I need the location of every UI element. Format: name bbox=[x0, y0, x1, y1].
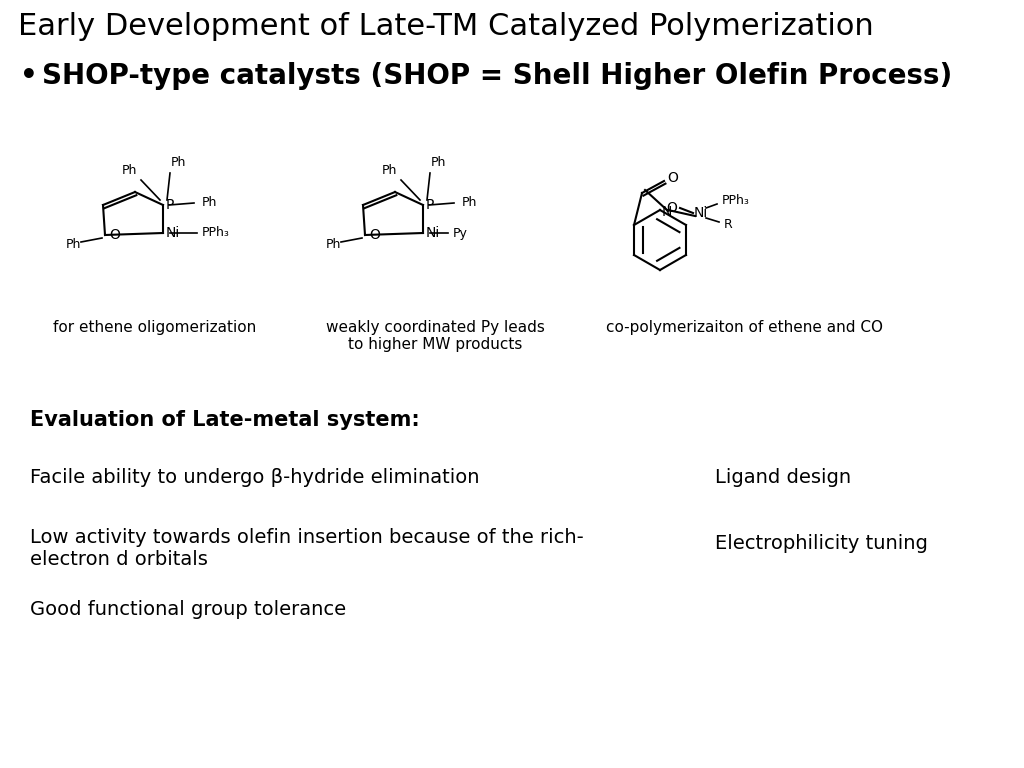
Text: Ni: Ni bbox=[426, 226, 440, 240]
Text: Facile ability to undergo β-hydride elimination: Facile ability to undergo β-hydride elim… bbox=[30, 468, 479, 487]
Text: Ph: Ph bbox=[66, 239, 81, 251]
Text: Early Development of Late-TM Catalyzed Polymerization: Early Development of Late-TM Catalyzed P… bbox=[18, 12, 873, 41]
Text: O: O bbox=[667, 201, 678, 215]
Text: O: O bbox=[667, 171, 678, 185]
Text: for ethene oligomerization: for ethene oligomerization bbox=[53, 320, 257, 335]
Text: Py: Py bbox=[453, 227, 468, 240]
Text: PPh₃: PPh₃ bbox=[722, 194, 750, 207]
Text: R: R bbox=[724, 219, 733, 231]
Text: Ni: Ni bbox=[694, 206, 709, 220]
Text: co-polymerizaiton of ethene and CO: co-polymerizaiton of ethene and CO bbox=[606, 320, 884, 335]
Text: Ph: Ph bbox=[326, 239, 341, 251]
Text: SHOP-type catalysts (SHOP = Shell Higher Olefin Process): SHOP-type catalysts (SHOP = Shell Higher… bbox=[42, 62, 952, 90]
Text: Ph: Ph bbox=[202, 196, 217, 208]
Text: Ph: Ph bbox=[171, 157, 186, 170]
Text: P: P bbox=[426, 198, 434, 212]
Text: Ligand design: Ligand design bbox=[715, 468, 851, 487]
Text: Electrophilicity tuning: Electrophilicity tuning bbox=[715, 534, 928, 553]
Text: Ph: Ph bbox=[382, 164, 397, 177]
Text: Good functional group tolerance: Good functional group tolerance bbox=[30, 600, 346, 619]
Text: Evaluation of Late-metal system:: Evaluation of Late-metal system: bbox=[30, 410, 420, 430]
Text: Ph: Ph bbox=[462, 196, 477, 208]
Text: O: O bbox=[369, 228, 380, 242]
Text: Ph: Ph bbox=[431, 157, 446, 170]
Text: P: P bbox=[166, 198, 174, 212]
Text: PPh₃: PPh₃ bbox=[202, 227, 229, 240]
Text: Ph: Ph bbox=[122, 164, 137, 177]
Text: weakly coordinated Py leads
to higher MW products: weakly coordinated Py leads to higher MW… bbox=[326, 320, 545, 353]
Text: Low activity towards olefin insertion because of the rich-
electron d orbitals: Low activity towards olefin insertion be… bbox=[30, 528, 584, 569]
Text: •: • bbox=[20, 62, 38, 90]
Text: N: N bbox=[662, 205, 673, 219]
Text: O: O bbox=[109, 228, 120, 242]
Text: Ni: Ni bbox=[166, 226, 180, 240]
